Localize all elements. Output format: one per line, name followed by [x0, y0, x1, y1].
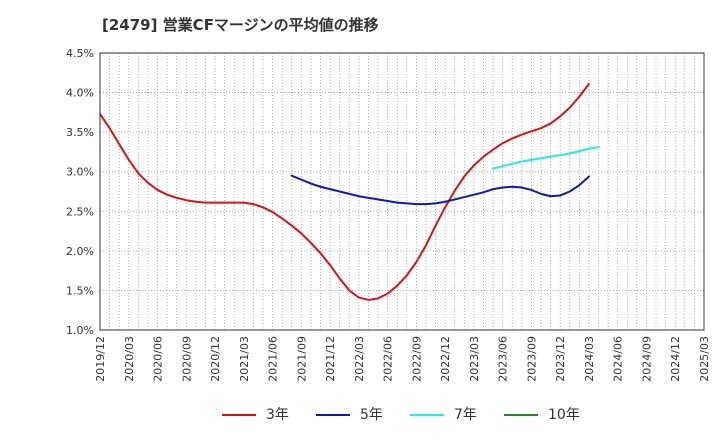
y-tick-label: 3.0%	[66, 166, 94, 179]
x-tick-label: 2022/09	[410, 336, 423, 382]
series-line-3	[492, 146, 600, 170]
x-tick-label: 2024/09	[640, 336, 653, 382]
y-tick-label: 3.5%	[66, 126, 94, 139]
x-tick-label: 2024/03	[583, 336, 596, 382]
plot-background	[100, 53, 704, 330]
legend-label: 7年	[454, 407, 477, 423]
x-tick-label: 2021/06	[267, 336, 280, 382]
y-tick-label: 2.5%	[66, 205, 94, 218]
y-tick-label: 4.5%	[66, 47, 94, 60]
x-tick-label: 2019/12	[94, 336, 107, 382]
y-tick-label: 4.0%	[66, 87, 94, 100]
legend-label: 5年	[360, 407, 383, 423]
chart-legend: 3年 5年 7年 10年	[0, 400, 720, 430]
legend-swatch	[316, 414, 350, 416]
x-tick-label: 2022/12	[439, 336, 452, 382]
x-tick-label: 2023/09	[525, 336, 538, 382]
legend-swatch	[410, 414, 444, 416]
x-tick-label: 2025/03	[698, 336, 711, 382]
series-lines	[99, 82, 600, 301]
chart-title: [2479] 営業CFマージンの平均値の推移	[102, 16, 379, 34]
series-line-2	[290, 174, 590, 206]
legend-swatch	[504, 414, 538, 416]
x-tick-label: 2020/09	[180, 336, 193, 382]
x-axis-ticks: 2019/12 2020/03 2020/06 2020/09 2020/12 2021/…	[94, 336, 711, 382]
x-tick-label: 2021/12	[324, 336, 337, 382]
y-tick-label: 2.0%	[66, 245, 94, 258]
x-tick-label: 2020/12	[209, 336, 222, 382]
y-tick-label: 1.0%	[66, 324, 94, 337]
y-axis-ticks: 1.0% 1.5% 2.0% 2.5% 3.0% 3.5% 4.0% 4.5%	[66, 47, 94, 337]
series-line-1	[99, 82, 590, 301]
x-tick-label: 2022/03	[353, 336, 366, 382]
x-tick-label: 2021/03	[238, 336, 251, 382]
plot-frame	[99, 52, 705, 331]
x-tick-label: 2020/03	[123, 336, 136, 382]
legend-swatch	[222, 414, 256, 416]
x-tick-label: 2023/06	[497, 336, 510, 382]
x-tick-label: 2024/06	[612, 336, 625, 382]
x-tick-label: 2023/12	[554, 336, 567, 382]
x-tick-label: 2022/06	[382, 336, 395, 382]
chart-canvas: 1.0% 1.5% 2.0% 2.5% 3.0% 3.5% 4.0% 4.5% 2019/12…	[66, 47, 711, 382]
x-tick-label: 2023/03	[468, 336, 481, 382]
x-tick-label: 2024/12	[669, 336, 682, 382]
x-tick-label: 2020/06	[152, 336, 165, 382]
legend-label: 3年	[266, 407, 289, 423]
x-tick-label: 2021/09	[295, 336, 308, 382]
y-tick-label: 1.5%	[66, 284, 94, 297]
legend-label: 10年	[548, 407, 580, 423]
